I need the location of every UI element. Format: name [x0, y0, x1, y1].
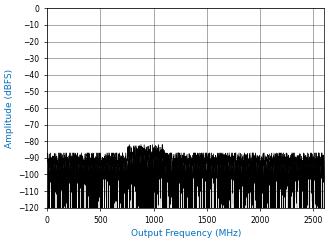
Y-axis label: Amplitude (dBFS): Amplitude (dBFS) [5, 69, 14, 148]
X-axis label: Output Frequency (MHz): Output Frequency (MHz) [131, 229, 241, 238]
